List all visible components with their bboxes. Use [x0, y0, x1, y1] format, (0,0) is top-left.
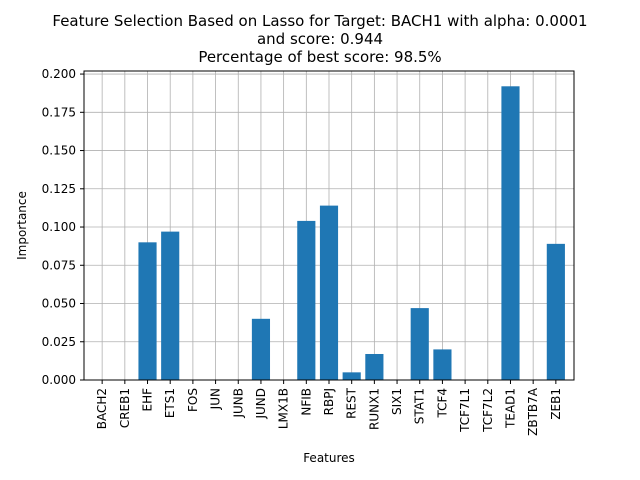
- chart-title-line-3: Percentage of best score: 98.5%: [198, 48, 442, 66]
- x-tick-label: RBPJ: [322, 388, 336, 415]
- y-tick-label: 0.050: [42, 297, 76, 311]
- bar-ehf: [138, 242, 157, 380]
- y-tick-label: 0.025: [42, 335, 76, 349]
- x-tick-label: TCF4: [435, 388, 449, 419]
- y-tick-label: 0.125: [42, 182, 76, 196]
- chart-title-line-1: Feature Selection Based on Lasso for Tar…: [52, 12, 588, 30]
- x-tick-label: EHF: [141, 388, 155, 412]
- y-tick-label: 0.000: [42, 373, 76, 387]
- x-tick-label: CREB1: [118, 388, 132, 428]
- x-tick-label: STAT1: [413, 388, 427, 424]
- x-tick-label: JUN: [209, 388, 223, 410]
- x-tick-label: RUNX1: [367, 388, 381, 430]
- bar-rest: [342, 372, 361, 380]
- bar-tead1: [501, 86, 520, 380]
- x-tick-label: TCF7L1: [458, 388, 472, 433]
- x-tick-label: TEAD1: [503, 388, 517, 429]
- y-tick-label: 0.200: [42, 67, 76, 81]
- y-tick-label: 0.150: [42, 144, 76, 158]
- x-tick-label: NFIB: [299, 388, 313, 416]
- x-tick-label: BACH2: [95, 388, 109, 429]
- ticks: 0.000 0.025 0.050 0.075 0.100 0.125 0.150 0.175…: [42, 67, 563, 436]
- x-tick-label: LMX1B: [277, 388, 291, 429]
- x-tick-label: TCF7L2: [481, 388, 495, 433]
- x-tick-label: ZBTB7A: [526, 387, 540, 436]
- y-tick-label: 0.075: [42, 258, 76, 272]
- bar-jund: [251, 318, 271, 380]
- bar-ets1: [161, 231, 180, 380]
- bar-rbpj: [319, 205, 339, 380]
- x-axis-label: Features: [303, 451, 355, 465]
- x-tick-label: ETS1: [163, 388, 177, 418]
- y-axis-label: Importance: [15, 191, 29, 260]
- bar-tcf4: [433, 349, 452, 380]
- x-tick-label: JUND: [254, 388, 268, 420]
- bar-stat1: [410, 308, 429, 380]
- bars: [138, 86, 565, 380]
- y-tick-label: 0.100: [42, 220, 76, 234]
- bar-runx1: [365, 353, 384, 380]
- x-tick-label: SIX1: [390, 388, 404, 415]
- chart-title-line-2: and score: 0.944: [256, 30, 384, 48]
- x-tick-label: ZEB1: [549, 388, 563, 420]
- x-tick-label: FOS: [186, 388, 200, 412]
- y-tick-label: 0.175: [42, 105, 76, 119]
- bar-nfib: [297, 220, 316, 380]
- x-tick-label: JUNB: [231, 388, 245, 419]
- x-tick-label: REST: [345, 387, 359, 419]
- bar-zeb1: [546, 243, 565, 380]
